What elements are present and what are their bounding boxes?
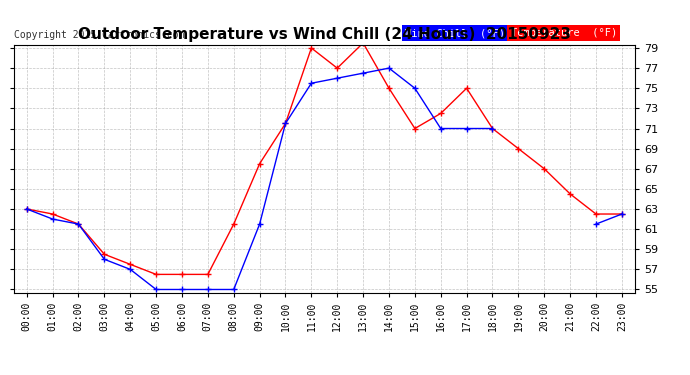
Text: Copyright 2015 Cartronics.com: Copyright 2015 Cartronics.com	[14, 30, 184, 40]
Text: Temperature  (°F): Temperature (°F)	[511, 28, 617, 38]
Text: Wind Chill  (°F): Wind Chill (°F)	[405, 28, 505, 38]
Title: Outdoor Temperature vs Wind Chill (24 Hours)  20150923: Outdoor Temperature vs Wind Chill (24 Ho…	[78, 27, 571, 42]
